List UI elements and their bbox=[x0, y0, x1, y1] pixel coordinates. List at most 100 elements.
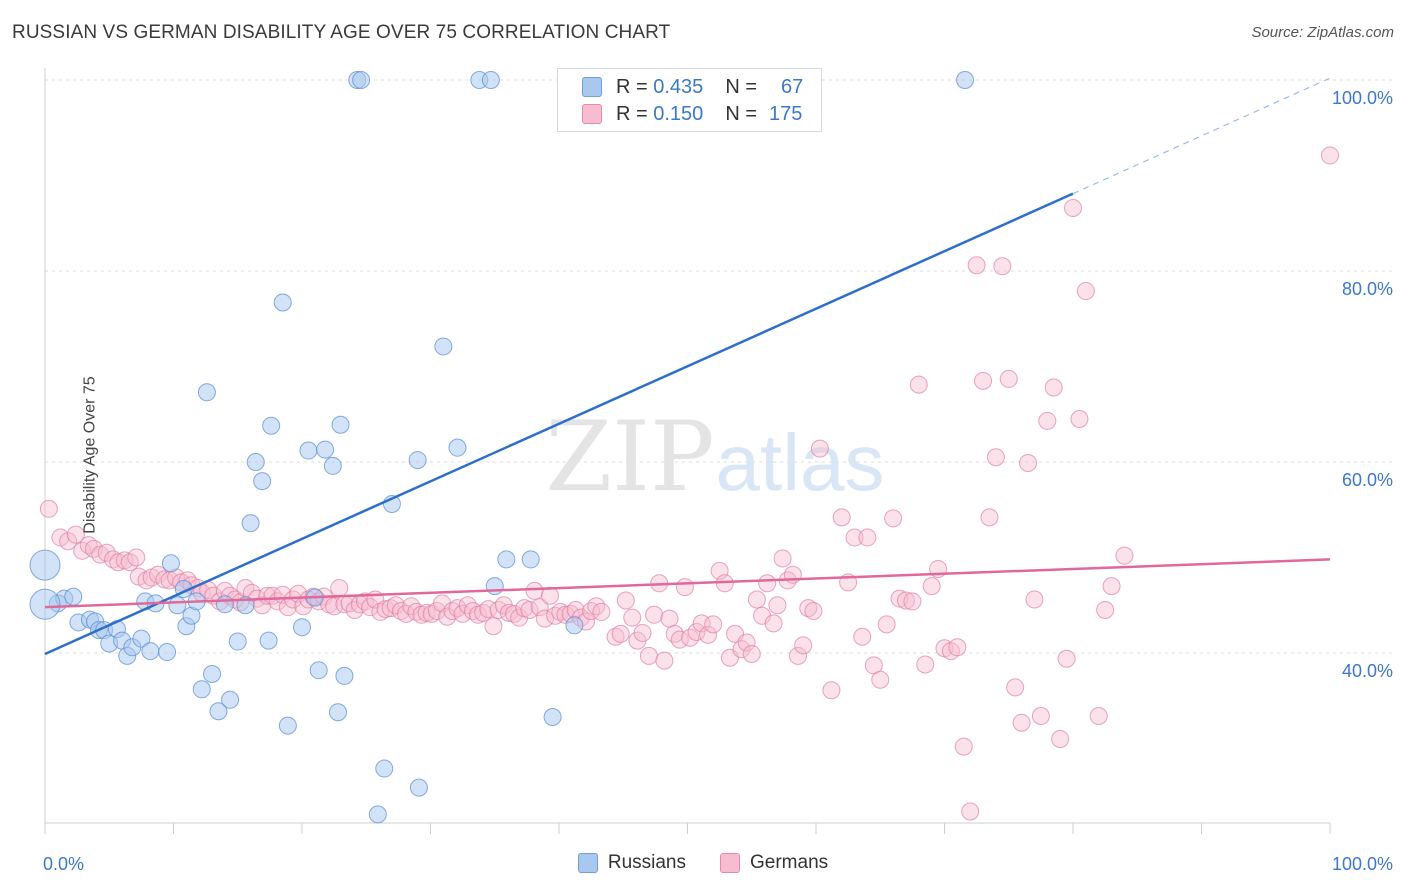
german-point bbox=[747, 590, 766, 609]
german-point bbox=[660, 609, 679, 628]
germans-legend-swatch bbox=[720, 853, 740, 873]
germans-legend-label: Germans bbox=[750, 852, 829, 873]
russian-point bbox=[331, 415, 350, 434]
russian-point bbox=[521, 550, 540, 569]
german-point bbox=[794, 636, 813, 655]
german-point bbox=[1057, 649, 1076, 668]
russian-point bbox=[293, 618, 311, 637]
german-point bbox=[530, 598, 549, 617]
russian-point bbox=[215, 595, 234, 614]
russian-point bbox=[448, 438, 467, 457]
german-point bbox=[510, 608, 529, 627]
german-point bbox=[922, 577, 941, 596]
german-point bbox=[484, 617, 503, 636]
russians-legend-swatch bbox=[577, 853, 598, 873]
german-point bbox=[961, 802, 980, 821]
russian-point bbox=[161, 554, 180, 573]
german-point bbox=[371, 602, 390, 621]
german-point bbox=[799, 599, 818, 618]
german-point bbox=[1012, 713, 1031, 732]
german-point bbox=[1038, 411, 1057, 430]
russian-point bbox=[316, 440, 335, 459]
russian-point bbox=[253, 472, 272, 491]
russian-point bbox=[481, 71, 500, 89]
german-point bbox=[845, 528, 864, 547]
german-point bbox=[822, 681, 841, 700]
german-point bbox=[768, 596, 787, 615]
german-point bbox=[66, 525, 85, 544]
german-point bbox=[967, 256, 986, 275]
russian-point bbox=[543, 707, 562, 726]
russian-point bbox=[278, 716, 297, 735]
german-point bbox=[789, 646, 808, 665]
german-point bbox=[623, 608, 642, 627]
german-point bbox=[742, 644, 761, 663]
russian-point bbox=[299, 441, 318, 460]
german-point bbox=[489, 601, 508, 620]
series-legend: Russians Germans bbox=[0, 852, 1406, 874]
watermark-atlas: atlas bbox=[716, 418, 885, 507]
russian-point bbox=[241, 514, 260, 533]
german-point bbox=[284, 590, 303, 609]
russians-swatch bbox=[582, 77, 602, 97]
russian-point bbox=[328, 703, 347, 722]
russian-point bbox=[485, 577, 504, 596]
russian-point bbox=[368, 805, 387, 824]
russian-point bbox=[335, 666, 354, 685]
german-point bbox=[986, 448, 1005, 467]
german-point bbox=[954, 737, 973, 756]
russian-point bbox=[228, 632, 247, 651]
german-point bbox=[1051, 729, 1070, 748]
chart-title: RUSSIAN VS GERMAN DISABILITY AGE OVER 75… bbox=[12, 22, 671, 43]
german-point bbox=[699, 625, 718, 644]
german-point bbox=[391, 601, 410, 620]
german-point bbox=[479, 600, 498, 619]
german-point bbox=[853, 627, 872, 646]
german-point bbox=[39, 499, 58, 518]
legend-item-germans[interactable]: Germans bbox=[720, 852, 828, 874]
german-point bbox=[1025, 590, 1044, 609]
russian-point bbox=[309, 661, 328, 680]
legend-n-label: N = bbox=[725, 102, 757, 125]
russian-point bbox=[221, 690, 240, 709]
german-point bbox=[675, 578, 694, 597]
trend-lines bbox=[44, 77, 1331, 656]
russian-point bbox=[273, 293, 292, 312]
german-point bbox=[993, 257, 1012, 276]
y-axis-label: Disability Age Over 75 bbox=[81, 376, 99, 534]
german-point bbox=[871, 670, 890, 689]
legend-row-russians: R = 0.435 N = 67 bbox=[582, 73, 803, 101]
russian-point bbox=[29, 588, 61, 620]
legend-r-value-russians: 0.435 bbox=[653, 75, 704, 98]
source-label: Source: ZipAtlas.com bbox=[1251, 24, 1394, 41]
german-point bbox=[407, 602, 426, 621]
german-point bbox=[974, 371, 993, 390]
russians-legend-label: Russians bbox=[607, 852, 686, 873]
german-point bbox=[520, 601, 539, 620]
german-point bbox=[810, 439, 829, 458]
legend-n-value-germans: 175 bbox=[769, 102, 803, 125]
german-point bbox=[758, 574, 777, 593]
german-point bbox=[535, 609, 554, 628]
german-point bbox=[773, 549, 792, 568]
german-point bbox=[737, 633, 756, 652]
russian-point bbox=[132, 629, 151, 648]
russian-point bbox=[409, 778, 428, 797]
russian-point bbox=[408, 451, 427, 470]
german-point bbox=[645, 605, 664, 624]
watermark-zip: ZIP bbox=[545, 401, 714, 513]
german-point bbox=[1031, 707, 1050, 726]
legend-r-value-germans: 0.150 bbox=[653, 102, 704, 125]
german-point bbox=[1089, 707, 1108, 726]
russian-point bbox=[29, 549, 61, 581]
german-point bbox=[916, 655, 935, 674]
axes bbox=[44, 68, 1331, 834]
german-point bbox=[896, 591, 915, 610]
y-tick-label: 80.0% bbox=[1342, 279, 1393, 299]
legend-item-russians[interactable]: Russians bbox=[577, 852, 686, 874]
legend-n-value-russians: 67 bbox=[781, 75, 804, 98]
russians-trend-line bbox=[44, 192, 1074, 656]
russian-point bbox=[262, 416, 281, 435]
german-point bbox=[120, 553, 139, 572]
german-point bbox=[1070, 410, 1089, 429]
